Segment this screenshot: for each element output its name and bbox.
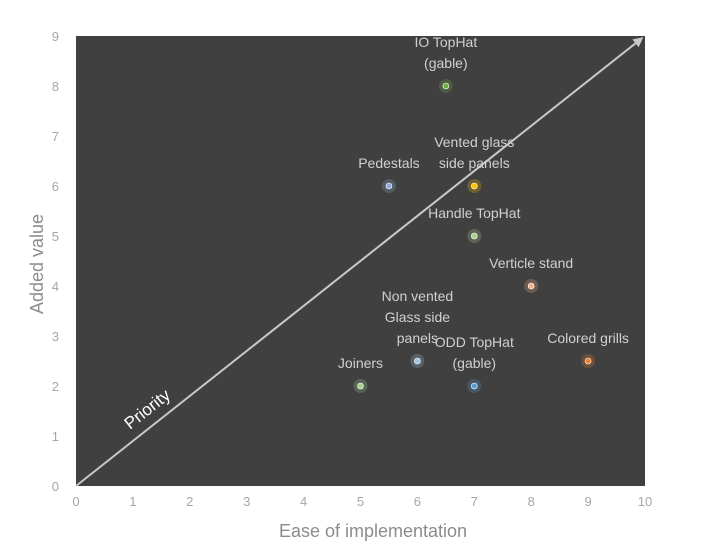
data-points	[353, 79, 596, 393]
data-point	[357, 382, 364, 390]
data-point-label: ODD TopHat (gable)	[435, 334, 514, 371]
y-tick-label: 8	[52, 79, 59, 94]
data-point	[470, 182, 478, 190]
data-point-label: Non vented Glass side panels	[382, 288, 454, 346]
data-point	[470, 232, 478, 240]
x-tick-label: 0	[72, 494, 79, 509]
y-axis-title: Added value	[27, 214, 47, 314]
data-point-label: Verticle stand	[489, 255, 573, 271]
x-tick-label: 4	[300, 494, 307, 509]
data-point-label: Pedestals	[358, 155, 419, 171]
x-tick-label: 3	[243, 494, 250, 509]
data-point	[414, 357, 421, 365]
y-tick-label: 4	[52, 279, 59, 294]
x-tick-label: 6	[414, 494, 421, 509]
data-point-label: Joiners	[338, 355, 383, 371]
data-point	[584, 357, 592, 365]
x-tick-label: 9	[584, 494, 591, 509]
x-tick-label: 7	[471, 494, 478, 509]
data-point-label: IO TopHat (gable)	[414, 34, 477, 71]
x-tick-label: 2	[186, 494, 193, 509]
y-tick-label: 7	[52, 129, 59, 144]
x-tick-label: 8	[528, 494, 535, 509]
x-axis-ticks: 0 1 2 3 4 5 6 7 8 9 10	[72, 494, 652, 509]
x-tick-label: 1	[129, 494, 136, 509]
data-point	[442, 82, 450, 90]
y-tick-label: 6	[52, 179, 59, 194]
y-tick-label: 9	[52, 29, 59, 44]
data-point	[527, 282, 535, 290]
y-tick-label: 2	[52, 379, 59, 394]
x-axis-title: Ease of implementation	[279, 521, 467, 541]
data-point-label: Colored grills	[547, 330, 629, 346]
y-tick-label: 0	[52, 479, 59, 494]
data-point-labels: IO TopHat (gable) Vented glass side panels P…	[338, 34, 629, 371]
data-point	[385, 182, 393, 190]
data-point-label: Handle TopHat	[428, 205, 520, 221]
y-axis-ticks: 0 1 2 3 4 5 6 7 8 9	[52, 29, 59, 494]
x-tick-label: 10	[638, 494, 652, 509]
data-point-label: Vented glass side panels	[434, 134, 514, 171]
x-tick-label: 5	[357, 494, 364, 509]
y-tick-label: 3	[52, 329, 59, 344]
priority-arrow	[75, 37, 644, 487]
data-point	[470, 382, 478, 390]
y-tick-label: 5	[52, 229, 59, 244]
y-tick-label: 1	[52, 429, 59, 444]
